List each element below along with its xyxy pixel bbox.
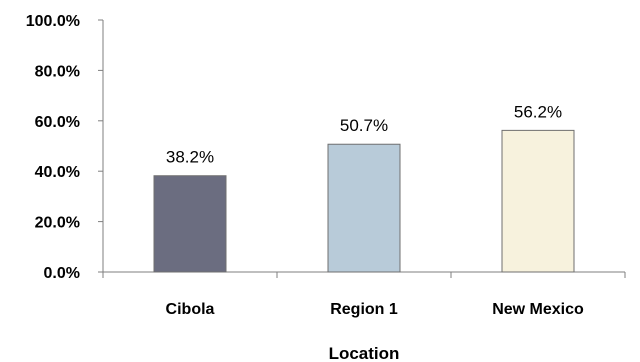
bar-region-1 — [327, 143, 401, 273]
bar-cibola — [153, 175, 227, 273]
category-label: Cibola — [166, 301, 215, 318]
category-label: Region 1 — [330, 301, 398, 318]
y-tick-label: 20.0% — [35, 215, 80, 232]
x-axis-title: Location — [329, 344, 400, 362]
data-labels: 38.2% 50.7% 56.2% — [166, 102, 562, 166]
bars — [153, 129, 575, 273]
data-label: 38.2% — [166, 148, 214, 167]
bar-new-mexico — [501, 129, 575, 273]
x-axis-categories: Cibola Region 1 New Mexico — [166, 301, 584, 318]
data-label: 50.7% — [340, 116, 388, 135]
category-label: New Mexico — [492, 301, 584, 318]
y-tick-label: 0.0% — [44, 265, 80, 282]
y-tick-label: 40.0% — [35, 164, 80, 181]
y-tick-label: 100.0% — [26, 13, 80, 30]
y-tick-label: 60.0% — [35, 114, 80, 131]
y-axis-ticks: 0.0% 20.0% 40.0% 60.0% 80.0% 100.0% — [26, 13, 103, 282]
data-label: 56.2% — [514, 102, 562, 121]
y-tick-label: 80.0% — [35, 63, 80, 80]
